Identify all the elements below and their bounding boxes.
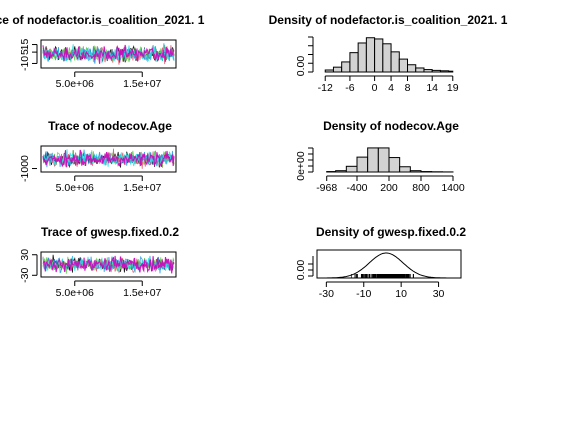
x-tick-label: 1.5e+07: [123, 78, 161, 90]
histogram-bar: [341, 61, 351, 73]
plot-area: -968 -400 200 800 1400 0e+00: [295, 147, 465, 194]
histogram-bar: [439, 70, 450, 73]
x-tick-label: 10: [395, 288, 407, 300]
panel-title: Density of nodecov.Age: [323, 119, 459, 133]
plot-frame: [316, 249, 462, 279]
histogram-bar: [448, 70, 454, 73]
x-tick-label: -6: [345, 82, 354, 94]
y-tick-label: 5: [19, 49, 31, 55]
x-tick-label: 5.0e+06: [56, 78, 94, 90]
histogram-bar: [423, 69, 433, 73]
x-tick-label: -400: [346, 182, 367, 194]
histogram-bar: [407, 64, 417, 73]
panel-title: Density of nodefactor.is_coalition_2021.…: [269, 13, 508, 27]
y-tick-label: 15: [19, 39, 31, 51]
histogram-bar: [398, 58, 409, 73]
rug-marks: [350, 274, 414, 278]
panel-title: Trace of gwesp.fixed.0.2: [41, 225, 179, 239]
histogram-bar: [357, 42, 367, 73]
histogram-bar: [345, 165, 358, 173]
histogram-bar: [431, 69, 441, 73]
y-tick-label: -1000: [19, 155, 31, 182]
y-tick-label: 0.00: [295, 56, 307, 77]
x-tick-label: 5.0e+06: [56, 287, 94, 299]
panel-title: Density of gwesp.fixed.0.2: [316, 225, 466, 239]
y-tick-label: 0e+00: [295, 151, 307, 181]
density-curve: [317, 252, 461, 279]
y-tick-label: 0.00: [295, 260, 307, 281]
x-tick-label: -968: [316, 182, 337, 194]
x-tick-label: -12: [318, 82, 333, 94]
y-tick-label: -30: [19, 268, 31, 283]
plot-frame: [40, 251, 177, 278]
y-tick-label: -10: [19, 56, 31, 71]
x-tick-label: -10: [356, 288, 371, 300]
plot-area: -30 -10 10 30 0.00: [295, 249, 462, 300]
x-tick-label: -30: [319, 288, 334, 300]
histogram-bar: [324, 69, 334, 73]
histogram-bar: [335, 170, 347, 173]
panel-trace-age: Trace of nodecov.Age 5.0e+06 1.5e+07 -1000: [19, 119, 177, 194]
x-tick-label: 19: [447, 82, 459, 94]
panel-title: Trace of nodecov.Age: [48, 119, 172, 133]
histogram-bar: [390, 51, 400, 73]
x-tick-label: 5.0e+06: [56, 182, 94, 194]
x-tick-label: 4: [388, 82, 394, 94]
panel-trace-coalition: Trace of nodefactor.is_coalition_2021. 1…: [0, 13, 205, 90]
histogram-bar: [377, 147, 390, 173]
panel-density-gwesp: Density of gwesp.fixed.0.2 -30 -10 10 30 0.0…: [295, 225, 466, 300]
histogram-bar: [382, 43, 392, 73]
histogram-bar: [356, 156, 369, 173]
histogram-bar: [365, 37, 376, 73]
trace-series-line: [42, 255, 175, 274]
plot-frame: [40, 39, 177, 69]
x-tick-label: 0: [372, 82, 378, 94]
histogram-bar: [399, 166, 411, 173]
plot-area: 5.0e+06 1.5e+07 -1000: [19, 145, 177, 194]
histogram-bar: [367, 147, 379, 173]
x-tick-label: 30: [433, 288, 445, 300]
plot-area: 5.0e+06 1.5e+07 -30 30: [19, 249, 177, 299]
x-tick-label: 1.5e+07: [123, 287, 161, 299]
x-tick-label: 800: [412, 182, 430, 194]
x-tick-label: 8: [405, 82, 411, 94]
trace-series-line: [42, 149, 175, 168]
y-tick-label: 30: [19, 249, 31, 261]
histogram-bar: [349, 52, 359, 73]
x-tick-label: 200: [380, 182, 398, 194]
panel-title: Trace of nodefactor.is_coalition_2021. 1: [0, 13, 205, 27]
trace-series-line: [42, 44, 175, 64]
histogram-bar: [374, 38, 384, 73]
x-tick-label: 1.5e+07: [123, 182, 161, 194]
panel-trace-gwesp: Trace of gwesp.fixed.0.2 5.0e+06 1.5e+07 -…: [19, 225, 179, 299]
histogram-bar: [409, 170, 422, 173]
histogram-bar: [332, 66, 343, 73]
histogram-bar: [415, 67, 425, 73]
x-tick-label: 14: [426, 82, 438, 94]
panel-density-coalition: Density of nodefactor.is_coalition_2021.…: [269, 13, 508, 94]
panel-density-age: Density of nodecov.Age -968 -400 200 800 140…: [295, 119, 465, 194]
histogram-bar: [388, 157, 401, 173]
plot-area: -12 -6 0 4 8 14 19 0.00: [295, 36, 459, 94]
x-tick-label: 1400: [441, 182, 465, 194]
plot-frame: [40, 145, 177, 173]
